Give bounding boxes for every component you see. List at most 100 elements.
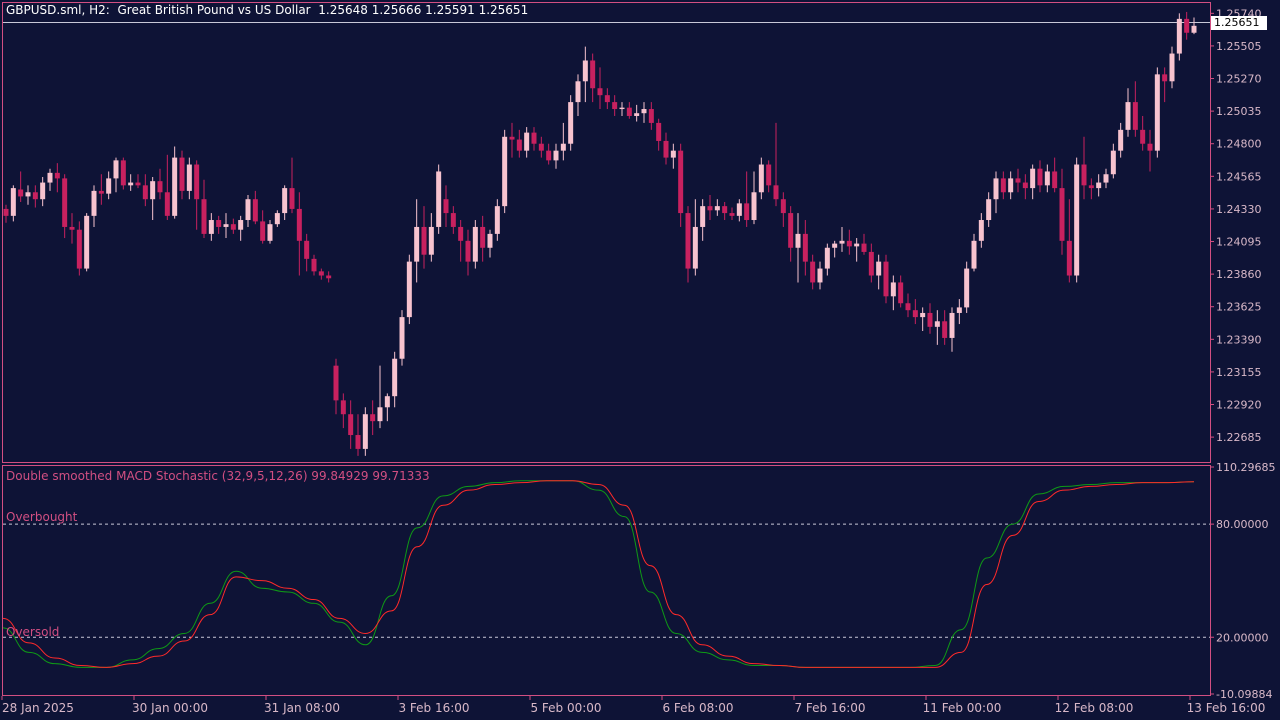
candle-body — [1081, 164, 1087, 186]
candle — [1147, 129, 1153, 172]
candle-body — [135, 182, 141, 186]
candle-body — [582, 60, 588, 82]
candle-body — [1066, 240, 1072, 276]
candle-body — [604, 95, 610, 103]
indicator-lines — [2, 480, 1195, 668]
candle-body — [18, 189, 24, 197]
ohlc-values: 1.25648 1.25666 1.25591 1.25651 — [318, 3, 529, 17]
candle — [164, 154, 170, 221]
price-tick-label: 1.25035 — [1216, 105, 1262, 118]
candle-body — [1184, 18, 1190, 33]
candle-body — [194, 164, 200, 200]
candle — [612, 95, 618, 116]
candle-body — [113, 160, 119, 179]
candle-body — [502, 136, 508, 207]
price-tick-label: 1.23860 — [1216, 268, 1262, 281]
candle — [861, 233, 867, 255]
candle — [25, 185, 31, 205]
candle — [3, 204, 9, 223]
candle — [238, 215, 244, 241]
candle — [832, 240, 838, 258]
candle-body — [898, 282, 904, 304]
candle — [604, 88, 610, 110]
candle-body — [1169, 53, 1175, 82]
candle-body — [509, 136, 515, 140]
candle-body — [333, 365, 339, 401]
candle-body — [619, 107, 625, 110]
candle-body — [1176, 18, 1182, 54]
candle — [274, 210, 280, 227]
indicator-axis: 110.29685 80.00000 20.00000 -10.09884 — [1210, 461, 1276, 701]
candle-body — [472, 226, 478, 262]
candle — [450, 206, 456, 234]
candle-body — [98, 190, 104, 194]
candle-body — [568, 102, 574, 144]
candle — [1191, 17, 1197, 35]
candle-body — [487, 233, 493, 248]
candle — [333, 358, 339, 415]
candle-body — [1037, 168, 1043, 186]
candle-body — [128, 182, 134, 186]
candle-body — [824, 247, 830, 269]
candle — [766, 160, 772, 193]
candle — [318, 268, 324, 280]
time-tick-label: 30 Jan 00:00 — [132, 701, 208, 715]
candle-body — [1088, 185, 1094, 189]
candle — [597, 67, 603, 110]
candle-body — [1030, 168, 1036, 189]
candle — [458, 220, 464, 262]
candle — [32, 185, 38, 208]
candle-body — [648, 109, 654, 123]
candle-body — [399, 317, 405, 359]
candle — [736, 199, 742, 222]
candle — [296, 192, 302, 276]
candle — [1176, 13, 1182, 61]
candle — [663, 132, 669, 165]
candle-body — [634, 113, 640, 116]
candle — [414, 199, 420, 283]
candle — [355, 414, 361, 456]
candle-body — [1044, 171, 1050, 186]
candle — [714, 199, 720, 216]
candle-body — [142, 185, 148, 200]
candle-body — [780, 199, 786, 214]
candle — [898, 275, 904, 308]
candle — [744, 171, 750, 227]
time-tick-label: 11 Feb 00:00 — [923, 701, 1002, 715]
candle — [47, 168, 53, 191]
time-tick-label: 6 Feb 08:00 — [662, 701, 733, 715]
candle-body — [208, 220, 214, 234]
time-tick-label: 7 Feb 16:00 — [794, 701, 865, 715]
candle-body — [1096, 182, 1102, 189]
candle — [1052, 157, 1058, 193]
candle — [1081, 136, 1087, 200]
candle-body — [311, 258, 317, 272]
candle — [949, 307, 955, 352]
main-line — [2, 480, 1195, 668]
candle-body — [1147, 143, 1153, 151]
candle — [788, 206, 794, 262]
candle — [76, 221, 82, 276]
candle — [692, 199, 698, 276]
candle — [216, 215, 222, 234]
candle-body — [1074, 164, 1080, 276]
candle-body — [106, 178, 112, 194]
candle — [142, 174, 148, 207]
candle-body — [54, 172, 60, 179]
candle — [722, 201, 728, 221]
candle-body — [230, 224, 236, 230]
candle — [289, 157, 295, 214]
candle-body — [3, 208, 9, 216]
candlestick-series — [3, 11, 1197, 456]
candle — [780, 192, 786, 227]
candle — [524, 127, 530, 158]
candle — [942, 310, 948, 345]
candle — [685, 206, 691, 283]
candle — [751, 171, 757, 225]
candle-body — [1154, 74, 1160, 151]
candle-body — [179, 157, 185, 191]
chart-header: GBPUSD.sml, H2: Great British Pound vs U… — [6, 3, 528, 17]
candle — [883, 254, 889, 304]
